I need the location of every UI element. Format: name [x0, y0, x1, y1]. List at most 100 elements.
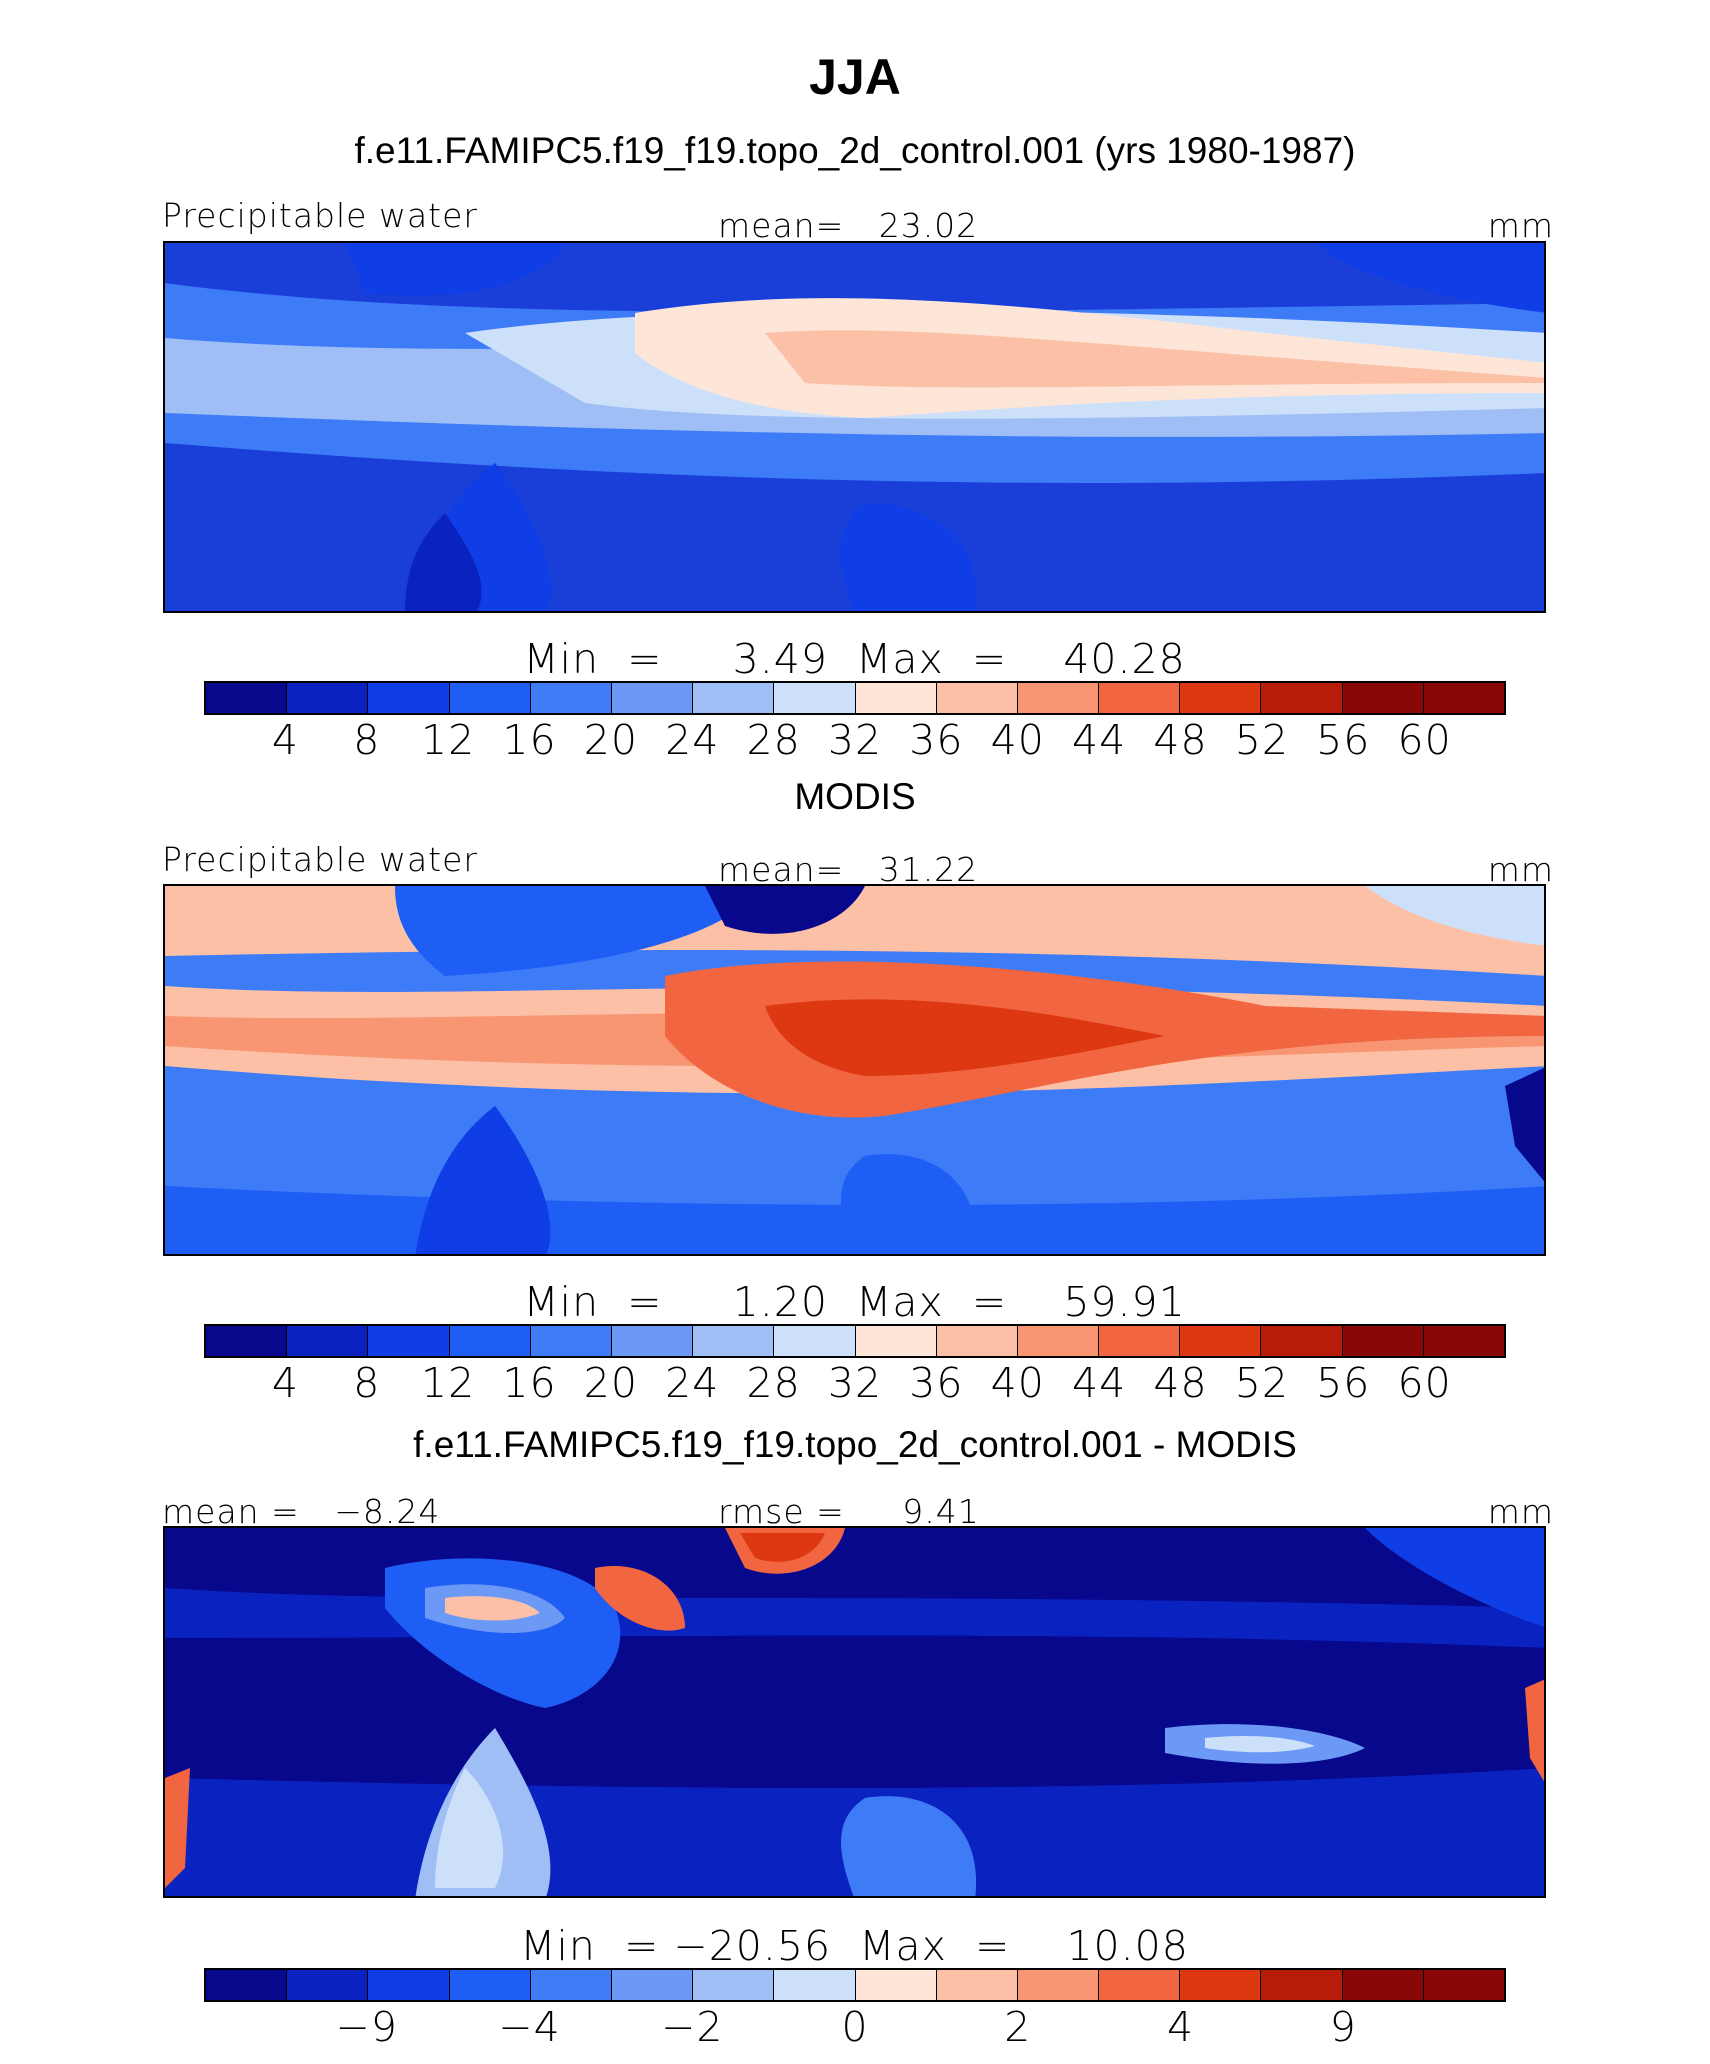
panel-3-units: mm [1487, 1492, 1554, 1531]
colorbar-swatch [1423, 1326, 1504, 1356]
colorbar-swatch [1261, 1970, 1343, 2000]
colorbar-swatch [368, 1326, 450, 1356]
colorbar-swatch [1342, 1326, 1424, 1356]
colorbar-swatch [1180, 1326, 1262, 1356]
colorbar-swatch [1342, 683, 1424, 713]
colorbar-swatch [774, 683, 856, 713]
colorbar-swatch [936, 1326, 1018, 1356]
colorbar-tick: 12 [421, 716, 476, 764]
colorbar-swatch [1261, 683, 1343, 713]
main-title: JJA [809, 49, 901, 105]
colorbar-swatch [1017, 683, 1100, 713]
colorbar-tick: 40 [990, 1359, 1045, 1407]
colorbar-tick: 60 [1397, 716, 1452, 764]
panel-1-colorbar-ticks: 4 8 12 16 20 24 28 32 36 40 44 48 52 56 … [204, 716, 1506, 766]
colorbar-swatch [1261, 1326, 1343, 1356]
colorbar-swatch [774, 1970, 856, 2000]
panel-3-minmax: Min = −20.56 Max = 10.08 [520, 1922, 1189, 1970]
colorbar-swatch [530, 683, 612, 713]
colorbar-swatch [449, 1970, 531, 2000]
colorbar-swatch [1423, 683, 1504, 713]
colorbar-tick: 8 [353, 716, 381, 764]
colorbar-swatch [449, 1326, 531, 1356]
colorbar-tick: 56 [1316, 716, 1371, 764]
panel-2-field [165, 886, 1544, 1254]
colorbar-swatch [449, 683, 531, 713]
colorbar-swatch [287, 1326, 369, 1356]
colorbar-swatch [206, 1970, 288, 2000]
colorbar-swatch [774, 1326, 856, 1356]
colorbar-tick: 20 [583, 1359, 638, 1407]
panel-3-map [163, 1526, 1546, 1898]
colorbar-swatch [530, 1970, 612, 2000]
panel-1-colorbar [204, 681, 1506, 715]
colorbar-tick: 48 [1153, 716, 1208, 764]
colorbar-swatch [611, 1970, 694, 2000]
colorbar-swatch [368, 1970, 450, 2000]
colorbar-swatch [1180, 1970, 1262, 2000]
colorbar-swatch [1099, 683, 1181, 713]
colorbar-tick: 24 [665, 1359, 720, 1407]
colorbar-swatch [936, 1970, 1018, 2000]
colorbar-swatch [693, 1326, 775, 1356]
colorbar-tick: 44 [1072, 716, 1127, 764]
colorbar-swatch [368, 683, 450, 713]
panel-2-colorbar-ticks: 4 8 12 16 20 24 28 32 36 40 44 48 52 56 … [204, 1359, 1506, 1409]
panel-1-minmax: Min = 3.49 Max = 40.28 [523, 635, 1186, 683]
colorbar-swatch [287, 1970, 369, 2000]
colorbar-tick: 12 [421, 1359, 476, 1407]
colorbar-tick: 56 [1316, 1359, 1371, 1407]
panel-2-colorbar [204, 1324, 1506, 1358]
panel-3-colorbar-ticks: −9 −4 −2 0 2 4 9 [204, 2003, 1506, 2053]
colorbar-swatch [693, 683, 775, 713]
colorbar-tick: 32 [827, 1359, 883, 1407]
panel-3-field [165, 1528, 1544, 1896]
colorbar-tick: 32 [827, 716, 883, 764]
colorbar-tick: 52 [1234, 716, 1289, 764]
panel-1-variable-label: Precipitable water [162, 196, 478, 235]
panel-1-mean-label: mean= 23.02 [718, 206, 979, 245]
colorbar-tick: 2 [1004, 2003, 1032, 2051]
colorbar-tick: 52 [1234, 1359, 1289, 1407]
colorbar-tick: 44 [1072, 1359, 1127, 1407]
panel-2-units: mm [1487, 850, 1554, 889]
panel-2-map [163, 884, 1546, 1256]
colorbar-swatch [1017, 1970, 1100, 2000]
panel-1-field [165, 243, 1544, 611]
colorbar-swatch [1180, 683, 1262, 713]
colorbar-swatch [611, 683, 694, 713]
colorbar-tick: 60 [1397, 1359, 1452, 1407]
panel-1-units: mm [1487, 206, 1554, 245]
colorbar-swatch [855, 1970, 937, 2000]
colorbar-swatch [855, 1326, 937, 1356]
colorbar-swatch [1099, 1970, 1181, 2000]
panel-3-rmse-label: rmse = 9.41 [718, 1492, 980, 1531]
panel-2-minmax: Min = 1.20 Max = 59.91 [523, 1278, 1186, 1326]
panel-1-map [163, 241, 1546, 613]
colorbar-tick: 24 [665, 716, 720, 764]
colorbar-tick: −2 [661, 2003, 724, 2051]
colorbar-tick: −9 [335, 2003, 398, 2051]
colorbar-swatch [693, 1970, 775, 2000]
colorbar-swatch [1423, 1970, 1504, 2000]
colorbar-tick: 28 [746, 716, 801, 764]
colorbar-swatch [936, 683, 1018, 713]
colorbar-tick: −4 [498, 2003, 561, 2051]
colorbar-swatch [206, 1326, 288, 1356]
colorbar-tick: 36 [909, 716, 964, 764]
colorbar-swatch [1342, 1970, 1424, 2000]
colorbar-tick: 4 [271, 1359, 299, 1407]
colorbar-swatch [206, 683, 288, 713]
colorbar-swatch [1017, 1326, 1100, 1356]
panel-3-title: f.e11.FAMIPC5.f19_f19.topo_2d_control.00… [413, 1424, 1297, 1465]
colorbar-tick: 0 [841, 2003, 869, 2051]
panel-1-title: f.e11.FAMIPC5.f19_f19.topo_2d_control.00… [354, 130, 1356, 171]
panel-2-mean-label: mean= 31.22 [718, 850, 979, 889]
colorbar-swatch [611, 1326, 694, 1356]
colorbar-swatch [530, 1326, 612, 1356]
panel-3-mean-label: mean = −8.24 [162, 1492, 441, 1531]
colorbar-swatch [855, 683, 937, 713]
panel-2-title: MODIS [794, 776, 916, 817]
colorbar-tick: 16 [502, 716, 557, 764]
colorbar-swatch [1099, 1326, 1181, 1356]
